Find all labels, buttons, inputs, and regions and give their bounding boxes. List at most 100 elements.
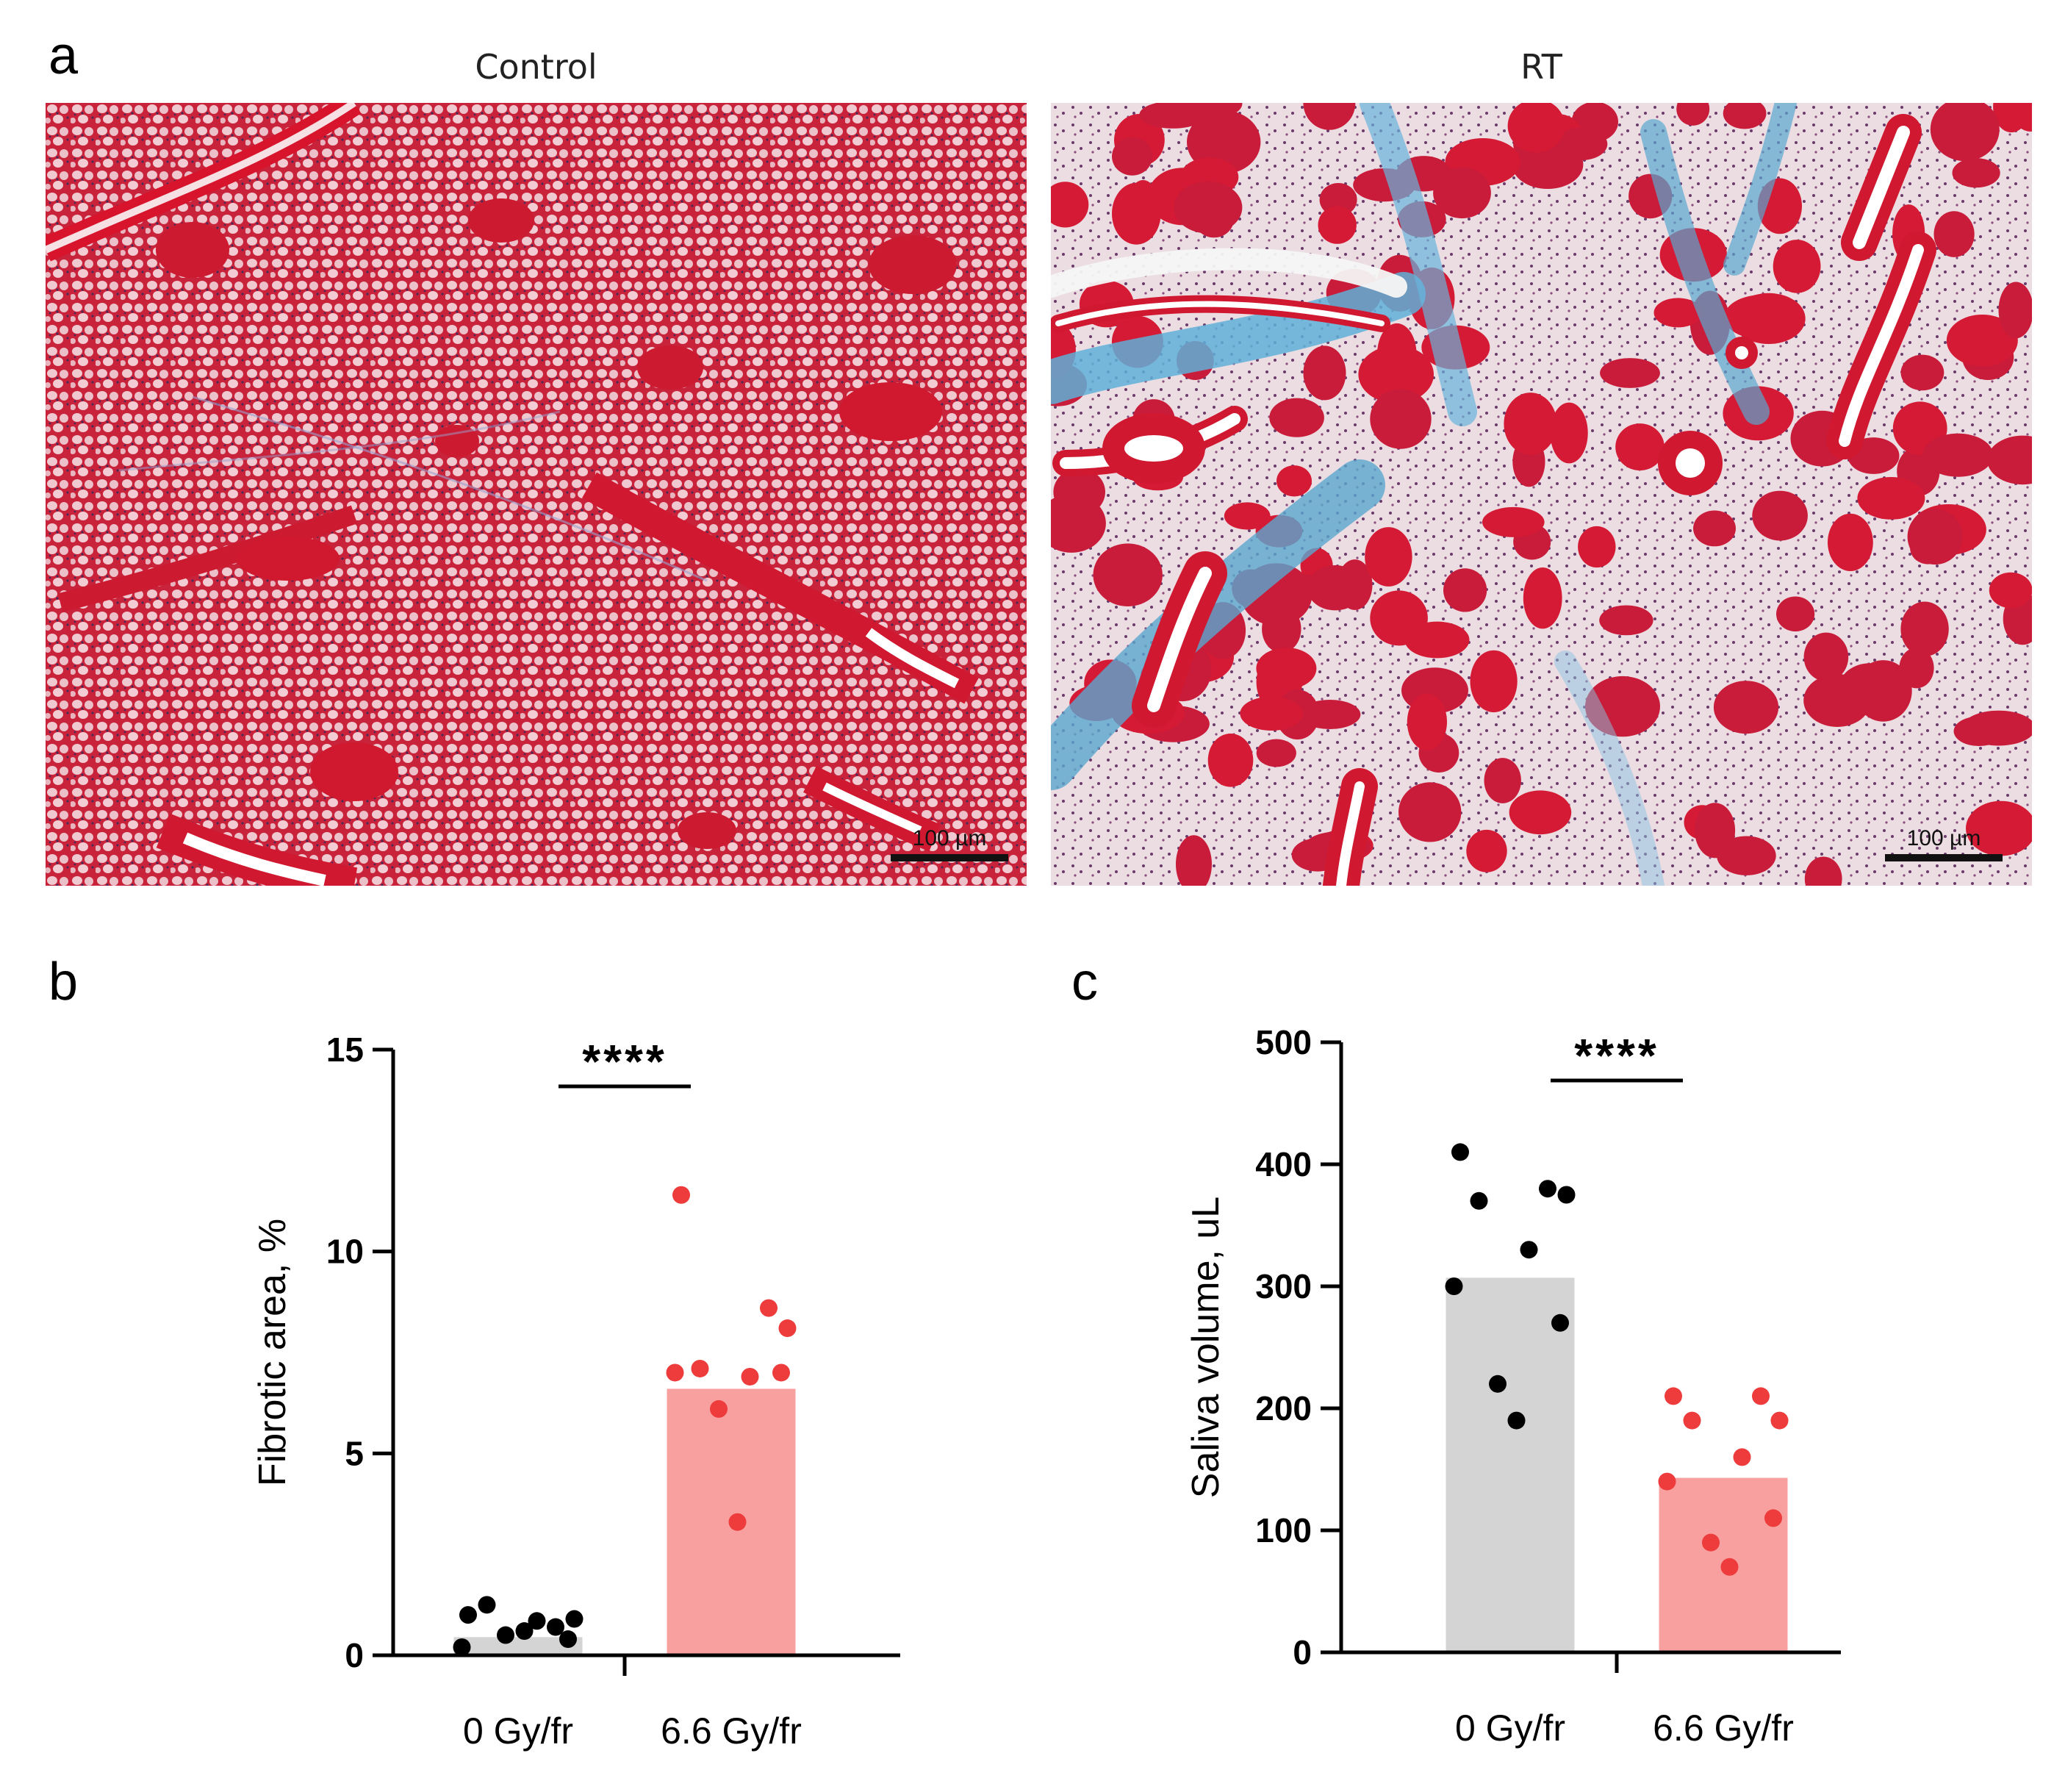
vessels-rt <box>1102 337 1758 495</box>
x-tick-label: 0 Gy/fr <box>463 1710 573 1752</box>
data-point <box>1752 1387 1770 1405</box>
y-tick-label: 300 <box>1255 1267 1312 1305</box>
data-point <box>1658 1472 1676 1491</box>
lobule <box>1803 674 1871 727</box>
lobule <box>1433 167 1491 219</box>
data-point <box>1702 1533 1720 1552</box>
data-point <box>1557 1186 1576 1204</box>
data-point <box>710 1399 728 1418</box>
fibrosis-rt <box>1051 103 1936 886</box>
lobule <box>1922 433 1994 477</box>
data-point <box>728 1513 747 1531</box>
lobule <box>1224 502 1271 530</box>
lobule <box>1723 103 1767 129</box>
data-point <box>1764 1509 1782 1527</box>
lobule <box>1051 182 1089 228</box>
panel-letter-a: a <box>49 26 79 85</box>
data-point <box>1770 1411 1789 1430</box>
lobule <box>1693 510 1736 547</box>
data-point <box>478 1596 496 1614</box>
significance-label: **** <box>582 1035 667 1088</box>
scale-bar-rt: 100 µm <box>1885 826 2003 861</box>
lobule <box>1803 632 1849 681</box>
panel-letter-b: b <box>49 953 79 1011</box>
lobule <box>1407 693 1447 750</box>
lobule <box>1174 181 1243 234</box>
lobule <box>1676 103 1710 126</box>
data-point <box>1683 1411 1701 1430</box>
y-tick-label: 10 <box>326 1233 364 1271</box>
lobule <box>1550 402 1588 464</box>
lobule <box>1303 345 1346 401</box>
data-point <box>1445 1277 1463 1295</box>
lobule <box>1093 543 1163 606</box>
data-point <box>497 1626 514 1644</box>
lobule <box>1276 465 1312 497</box>
y-tick-label: 0 <box>345 1636 364 1674</box>
lobule <box>1752 490 1808 541</box>
y-axis-label: Saliva volume, uL <box>1185 1197 1227 1498</box>
data-point <box>760 1299 778 1317</box>
data-point <box>1520 1241 1538 1259</box>
data-point <box>1539 1180 1556 1198</box>
lobule <box>1857 477 1925 520</box>
lobule <box>1900 354 1945 391</box>
bar-control <box>1446 1277 1575 1652</box>
lobule <box>1207 734 1254 787</box>
lobule <box>1828 513 1873 572</box>
data-point <box>1665 1387 1682 1405</box>
lobule <box>1370 590 1428 646</box>
lobule <box>1804 856 1842 886</box>
lobule <box>1466 829 1507 872</box>
lobule <box>1482 506 1545 537</box>
lobule <box>1307 565 1364 611</box>
data-point <box>1489 1375 1507 1393</box>
lobule <box>1987 435 2032 485</box>
data-point <box>1551 1313 1569 1332</box>
lobule <box>1365 527 1412 587</box>
data-point <box>672 1186 690 1204</box>
lobule <box>1952 158 2000 188</box>
data-point <box>515 1622 534 1641</box>
lobule <box>1139 103 1207 129</box>
ducts-control <box>46 103 979 886</box>
lobule <box>1507 103 1565 153</box>
lobule <box>1398 782 1462 842</box>
data-point <box>772 1363 790 1382</box>
lobule <box>1989 572 2032 609</box>
data-point <box>528 1612 546 1630</box>
lobule <box>1615 423 1665 471</box>
data-point <box>1720 1558 1739 1576</box>
lobule <box>1112 137 1153 176</box>
y-tick-label: 400 <box>1255 1145 1312 1183</box>
panel-letter-c: c <box>1071 953 1098 1011</box>
lobule <box>1256 739 1296 767</box>
lobule <box>1443 568 1487 612</box>
lobule <box>1554 127 1608 161</box>
x-tick-label: 6.6 Gy/fr <box>661 1710 802 1752</box>
lobule <box>1713 681 1779 734</box>
micrograph-control: 100 µm <box>46 103 1027 886</box>
lobule <box>1599 605 1653 636</box>
y-tick-label: 5 <box>345 1434 364 1472</box>
significance-label: **** <box>1574 1029 1659 1082</box>
x-tick-label: 0 Gy/fr <box>1455 1707 1565 1749</box>
lobule <box>1930 103 2000 162</box>
scale-bar-label-control: 100 µm <box>913 826 987 850</box>
data-point <box>459 1606 477 1624</box>
data-point <box>559 1630 577 1649</box>
lobule <box>1370 389 1432 449</box>
data-point <box>547 1618 564 1636</box>
y-tick-label: 100 <box>1255 1511 1312 1549</box>
lobule <box>1176 835 1212 886</box>
lobule <box>1523 567 1562 629</box>
lobule <box>1484 758 1521 803</box>
lobule <box>1900 601 1949 656</box>
lobule <box>1053 468 1105 516</box>
scale-bar-label-rt: 100 µm <box>1907 826 1981 850</box>
chart-fibrotic-area: 0 5 10 15 0 Gy/fr 6.6 Gy/fr Fibrotic area, % **… <box>251 1031 900 1752</box>
lobule <box>1600 358 1660 388</box>
lobule <box>1358 345 1434 404</box>
chart-saliva-volume: 0 100 200 300 400 500 0 Gy/fr 6.6 Gy/fr Saliva v… <box>1185 1023 1841 1749</box>
micrograph-title-control: Control <box>475 47 597 87</box>
